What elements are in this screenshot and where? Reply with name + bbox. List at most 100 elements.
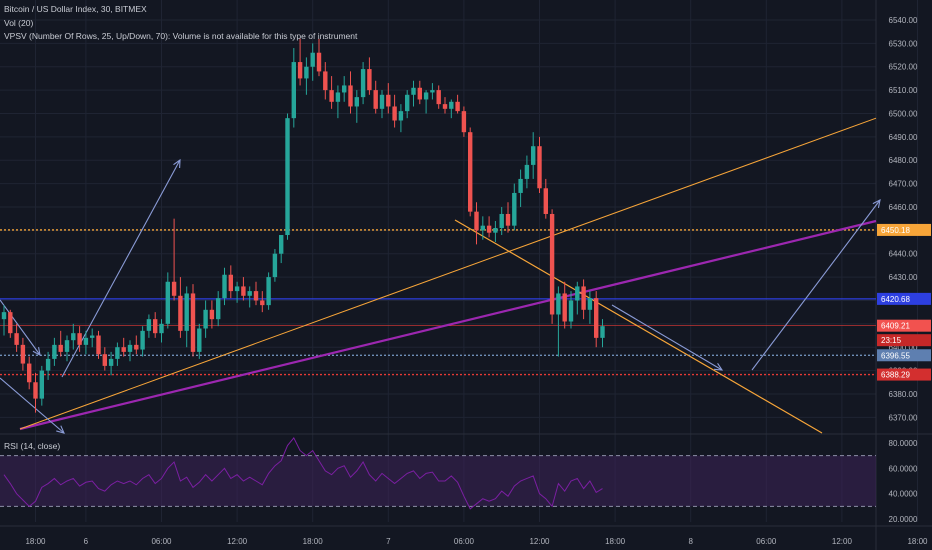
candle-body xyxy=(14,333,19,345)
candle-body xyxy=(335,92,341,102)
candle-body xyxy=(146,319,152,331)
candle-body xyxy=(549,213,555,315)
candle-body xyxy=(537,146,542,189)
time-tick-label: 7 xyxy=(386,537,391,546)
candle-body xyxy=(499,213,504,229)
arrow-head xyxy=(56,425,65,434)
price-badge-label: 23:15 xyxy=(881,336,902,345)
candle-body xyxy=(587,298,593,310)
price-levels[interactable] xyxy=(0,229,876,376)
candle-body xyxy=(285,118,290,236)
candle-body xyxy=(512,192,517,226)
candle-body xyxy=(354,97,359,107)
vpsv-legend[interactable]: VPSV (Number Of Rows, 25, Up/Down, 70): … xyxy=(4,31,358,41)
arrow-head xyxy=(32,347,41,357)
candle-body xyxy=(190,293,196,352)
candle-body xyxy=(531,146,536,165)
candle-body xyxy=(159,323,164,334)
candle-body xyxy=(486,225,492,233)
candle-body xyxy=(216,298,221,320)
price-badge xyxy=(877,319,931,332)
time-tick-label: 06:00 xyxy=(151,537,172,546)
candle-body xyxy=(310,52,315,67)
arrow-line xyxy=(611,304,723,371)
time-tick-label: 06:00 xyxy=(454,537,475,546)
candle-body xyxy=(417,87,422,100)
candle-body xyxy=(524,164,530,179)
arrow-head xyxy=(872,198,881,208)
volume-legend[interactable]: Vol (20) xyxy=(4,18,34,28)
candle-body xyxy=(96,335,101,355)
candle-body xyxy=(108,358,114,366)
trend-lines[interactable] xyxy=(0,117,881,434)
arrow-line xyxy=(751,199,881,371)
candle-body xyxy=(45,358,51,371)
candle-body xyxy=(171,281,177,296)
candle-body xyxy=(373,90,378,109)
candle-body xyxy=(304,66,309,79)
candle-body xyxy=(405,94,410,112)
arrow-line xyxy=(0,377,65,434)
price-badge-label: 6388.29 xyxy=(881,371,910,380)
price-tick-label: 6460.00 xyxy=(889,203,918,212)
candle-body xyxy=(392,106,397,121)
price-badge xyxy=(877,223,931,236)
trend-line-orange xyxy=(19,117,877,430)
candle-body xyxy=(505,213,511,226)
candle-body xyxy=(58,344,63,352)
price-badge xyxy=(877,368,931,381)
price-tick-label: 6530.00 xyxy=(889,39,918,48)
price-labels: 6450.18 6420.68 6409.21 23:15 6396.55 6388.29 xyxy=(877,223,931,381)
candle-body xyxy=(342,85,347,93)
time-tick-label: 12:00 xyxy=(832,537,853,546)
arrow-line xyxy=(0,299,41,356)
price-badge xyxy=(877,334,931,347)
price-tick-label: 6380.00 xyxy=(889,390,918,399)
candle-body xyxy=(102,354,107,366)
candle-body xyxy=(468,132,473,212)
candle-body xyxy=(209,309,215,320)
symbol-legend[interactable]: Bitcoin / US Dollar Index, 30, BITMEX xyxy=(4,4,147,14)
rsi-series-line xyxy=(3,437,603,510)
candle-body xyxy=(77,333,82,345)
candle-body xyxy=(184,293,189,331)
price-badge xyxy=(877,292,931,305)
candle-body xyxy=(360,69,366,98)
candle-body xyxy=(493,228,498,233)
candle-body xyxy=(411,87,416,95)
candle-body xyxy=(480,225,485,231)
candle-body xyxy=(64,340,70,352)
candle-body xyxy=(71,333,76,341)
candle-body xyxy=(266,277,271,306)
candlestick-series xyxy=(1,38,605,413)
candle-body xyxy=(323,71,328,91)
candle-body xyxy=(316,52,322,72)
trend-line-orange-down xyxy=(454,219,823,434)
candle-body xyxy=(20,344,26,364)
price-tick-label: 6520.00 xyxy=(889,63,918,72)
time-axis[interactable]: 18:00 6 06:00 12:00 18:00 7 06:00 12:00 18:00 8 06… xyxy=(25,537,932,546)
candle-body xyxy=(430,90,435,93)
candle-body xyxy=(455,101,460,112)
candle-body xyxy=(461,111,467,133)
rsi-band xyxy=(0,455,876,507)
price-tick-label: 6540.00 xyxy=(889,16,918,25)
candle-body xyxy=(272,253,278,278)
candle-body xyxy=(1,312,7,320)
price-tick-label: 6470.00 xyxy=(889,180,918,189)
time-tick-label: 18:00 xyxy=(25,537,46,546)
candle-body xyxy=(228,274,233,292)
price-tick-label: 6430.00 xyxy=(889,273,918,282)
candle-body xyxy=(291,62,296,119)
rsi-tick-label: 20.0000 xyxy=(889,515,918,524)
price-badge-label: 6409.21 xyxy=(881,322,910,331)
candle-body xyxy=(329,90,334,102)
candle-body xyxy=(367,69,372,91)
time-tick-label: 18:00 xyxy=(303,537,324,546)
time-tick-label: 06:00 xyxy=(756,537,777,546)
candle-body xyxy=(348,85,353,107)
price-tick-label: 6510.00 xyxy=(889,86,918,95)
rsi-legend[interactable]: RSI (14, close) xyxy=(4,441,61,451)
